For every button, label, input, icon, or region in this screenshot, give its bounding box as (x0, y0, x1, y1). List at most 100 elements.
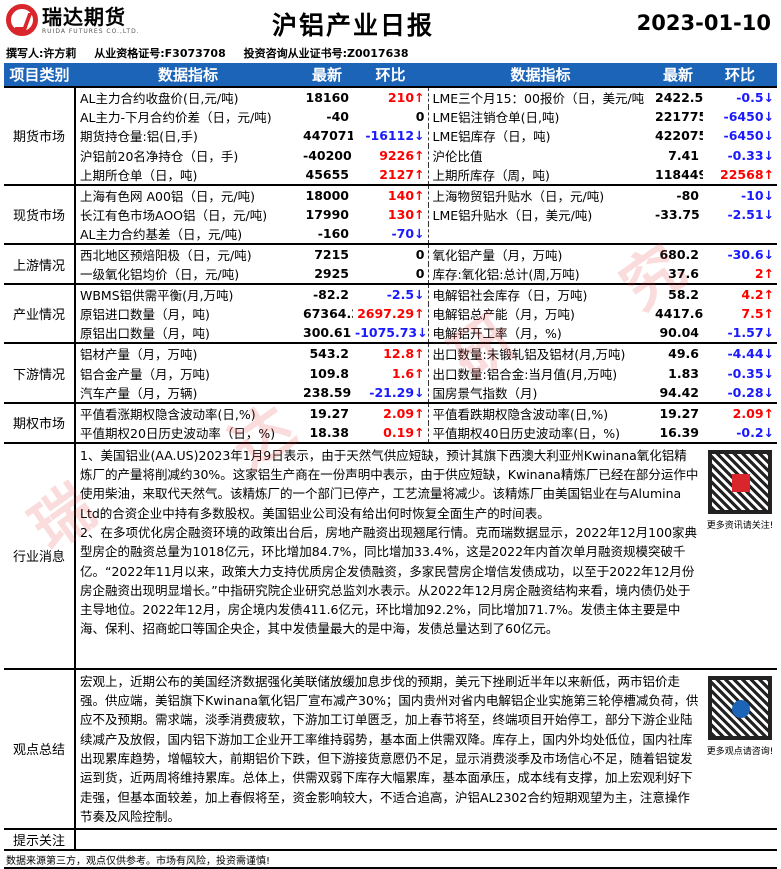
indicator-name: 铝合金产量（月，万吨) (80, 366, 210, 382)
latest-value: 680.2 (653, 243, 703, 265)
change-value: -4.44↓ (703, 342, 777, 364)
change-value: 130↑ (353, 204, 429, 225)
latest-value: 37.6 (668, 266, 699, 282)
latest-value: -80 (653, 183, 703, 205)
col-latest: 最新 (301, 63, 353, 87)
view-category: 观点总结 (4, 667, 76, 830)
indicator-name: 库存:氧化铝:总计(周,万吨) (432, 267, 580, 283)
table-row: 沪铝前20名净持仓（日，手) -40200 9226↑ 沪伦比值 7.41 -0.33↓ (4, 145, 777, 165)
indicator-name: 上期所仓单（日，吨) (80, 167, 198, 183)
latest-value: 18.38 (309, 424, 349, 440)
category-label: 上游情况 (4, 243, 76, 285)
disclaimer: 数据来源第三方，观点仅供参考。市场有风险，投资需谨慎! (4, 849, 777, 869)
latest-value: 543.2 (301, 342, 353, 364)
report-date: 2023-01-10 (636, 11, 771, 35)
category-label: 产业情况 (4, 283, 76, 344)
indicator-name: AL主力-下月合约价差（日，元/吨) (80, 110, 272, 126)
indicator-name: 电解铝社会库存（日，万吨) (428, 283, 653, 305)
table-header: 项目类别 数据指标 最新 环比 数据指标 最新 环比 (4, 63, 777, 87)
latest-value: -40 (326, 109, 349, 125)
change-value: -0.33↓ (727, 147, 774, 163)
table-row: 产业情况 WBMS铝供需平衡(月,万吨) -82.2 -2.5↓ 电解铝社会库存（日，万… (4, 283, 777, 344)
change-value: 9226↑ (353, 145, 429, 165)
change-value: -2.51↓ (727, 207, 774, 223)
latest-value: 238.59 (303, 384, 352, 400)
change-value: 4.2↑ (703, 283, 777, 305)
latest-value: 19.27 (301, 401, 353, 423)
latest-value: 7215 (301, 243, 353, 265)
latest-value: -40200 (303, 147, 352, 163)
latest-value: 17990 (305, 207, 350, 223)
writer: 撰写人:许方莉 (6, 47, 77, 60)
indicator-name: 平值看涨期权隐含波动率(日,%) (75, 401, 301, 423)
indicator-name: 沪铝前20名净持仓（日，手) (80, 148, 239, 164)
change-value: -10↓ (703, 183, 777, 205)
logo-icon (6, 4, 38, 36)
indicator-name: LME铝升贴水（日，美元/吨) (432, 208, 593, 224)
col-change-2: 环比 (703, 63, 777, 87)
latest-value: 109.8 (309, 365, 349, 381)
qr-code-icon (708, 675, 772, 740)
latest-value: 16.39 (659, 424, 699, 440)
table-row: 期权市场 平值看涨期权隐含波动率(日,%) 19.27 2.09↑ 平值看跌期权隐含波动… (4, 401, 777, 443)
change-value: 0 (353, 107, 429, 127)
latest-value: 1.83 (668, 365, 699, 381)
latest-value: 118449 (655, 166, 703, 182)
table-row: AL主力-下月合约价差（日，元/吨) -40 0 LME铝注销仓单(日,吨) 22177… (4, 107, 777, 127)
table-row: 平值期权20日历史波动率（日，%) 18.38 0.19↑ 平值期权40日历史波动率(… (4, 422, 777, 443)
change-value: 2.09↑ (353, 401, 429, 423)
col-indicator-2: 数据指标 (428, 63, 653, 87)
latest-value: 18160 (301, 86, 353, 107)
indicator-name: 西北地区预焙阳极（日，元/吨) (75, 243, 301, 265)
table-row: 原铝进口数量（月，吨) 67364.22697.29↑电解铝总产能（月，万吨) 44… (4, 304, 777, 324)
change-value: -0.2↓ (736, 424, 774, 440)
change-value: -16112↓ (353, 126, 429, 146)
indicator-name: 氧化铝产量（月，万吨) (428, 243, 653, 265)
latest-value: 45655 (305, 166, 350, 182)
data-table: 项目类别 数据指标 最新 环比 数据指标 最新 环比 期货市场 AL主力合约收盘价… (4, 63, 777, 869)
indicator-name: 汽车产量（月，万辆) (80, 385, 198, 401)
col-latest-2: 最新 (653, 63, 703, 87)
change-value: 2697.29↑ (353, 304, 429, 324)
qr-caption: 更多观点请咨询! (706, 746, 774, 757)
indicator-name: 沪伦比值 (432, 148, 483, 164)
change-value (703, 224, 777, 244)
change-value: 1.6↑ (353, 363, 429, 383)
table-row: 现货市场 上海有色网 A00铝（日，元/吨) 18000 140↑ 上海物贸铝升贴水（日… (4, 183, 777, 245)
latest-value: 7.41 (668, 147, 699, 163)
change-value: -0.35↓ (727, 365, 774, 381)
table-row: 长江有色市场AOO铝（日，元/吨) 17990 130↑ LME铝升贴水（日，美元/吨… (4, 204, 777, 225)
change-value: -2.5↓ (353, 283, 429, 305)
latest-value: 447071 (303, 128, 353, 144)
consult-number: 投资咨询从业证书号:Z0017638 (243, 47, 409, 60)
latest-value: 49.6 (653, 342, 703, 364)
indicator-name: 出口数量:未锻轧铝及铝材(月,万吨) (428, 342, 653, 364)
latest-value: 300.61 (303, 325, 352, 341)
indicator-name: WBMS铝供需平衡(月,万吨) (75, 283, 301, 305)
latest-value: 2925 (314, 266, 349, 282)
change-value: -0.28↓ (727, 384, 774, 400)
indicator-name: 原铝进口数量（月，吨) (80, 307, 210, 323)
category-label: 现货市场 (4, 183, 76, 245)
change-value: 0 (353, 243, 429, 265)
indicator-name: LME铝注销仓单(日,吨) (432, 110, 560, 126)
news-text: 1、美国铝业(AA.US)2023年1月9日表示，由于天然气供应短缺，预计其旗下… (75, 441, 703, 669)
change-value: -6450↓ (723, 109, 774, 125)
change-value: 0 (353, 264, 429, 285)
indicator-name: 平值看跌期权隐含波动率(日,%) (428, 401, 653, 423)
indicator-name: 一级氧化铝均价（日，元/吨) (80, 267, 240, 283)
indicator-name: 上海有色网 A00铝（日，元/吨) (75, 183, 301, 205)
change-value: -30.6↓ (703, 243, 777, 265)
latest-value: 4417.6 (655, 306, 703, 322)
table-row: AL主力合约基差（日，元/吨) -160 -70↓ (4, 224, 777, 245)
table-row: 上期所仓单（日，吨) 45655 2127↑ 上期所库存（周，吨) 118449 2256… (4, 164, 777, 185)
latest-value (653, 224, 703, 244)
col-change: 环比 (353, 63, 428, 87)
table-row: 下游情况 铝材产量（月，万吨) 543.2 12.8↑ 出口数量:未锻轧铝及铝材(月,万… (4, 342, 777, 403)
change-value: 140↑ (353, 183, 429, 205)
category-label: 下游情况 (4, 342, 76, 403)
indicator-name: AL主力合约基差（日，元/吨) (80, 227, 243, 243)
qr-follow: 更多资讯请关注! (703, 441, 777, 669)
indicator-name: 长江有色市场AOO铝（日，元/吨) (80, 208, 268, 224)
latest-value: 19.27 (653, 401, 703, 423)
